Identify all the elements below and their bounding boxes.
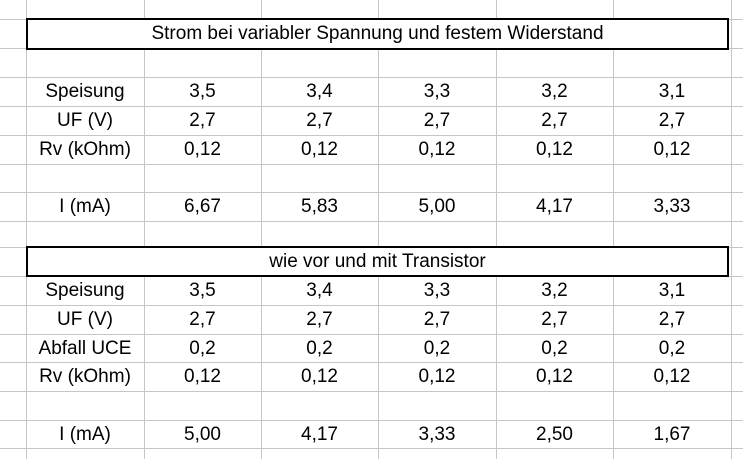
value-cell[interactable]: 0,2 [306,337,333,359]
table1-title-cell[interactable]: Strom bei variabler Spannung und festem … [26,18,729,50]
value-cell[interactable]: 2,7 [189,110,216,131]
grid-line [0,448,743,449]
grid-line [144,0,145,459]
grid-line [0,420,743,421]
grid-line [0,106,743,107]
value-cell[interactable]: 5,00 [184,423,221,445]
row-label-cell[interactable]: Abfall UCE [38,337,132,359]
value-cell[interactable]: 3,2 [541,280,568,301]
grid-line [613,0,614,459]
value-cell[interactable]: 0,2 [541,337,568,359]
value-cell[interactable]: 0,12 [418,366,456,387]
row-label-cell[interactable]: UF (V) [57,309,113,330]
value-cell[interactable]: 3,1 [658,81,686,102]
value-cell[interactable]: 0,2 [658,337,686,359]
value-cell[interactable]: 2,7 [541,309,568,330]
value-cell[interactable]: 3,33 [653,196,691,217]
value-cell[interactable]: 4,17 [301,423,338,445]
value-cell[interactable]: 0,12 [184,139,221,160]
value-cell[interactable]: 2,50 [536,423,573,445]
value-cell[interactable]: 0,2 [423,337,451,359]
row-label-cell[interactable]: Speisung [45,81,125,102]
row-label-cell[interactable]: Rv (kOhm) [39,366,131,387]
grid-line [0,362,743,363]
grid-line [261,0,262,459]
value-cell[interactable]: 3,33 [418,423,456,445]
value-cell[interactable]: 2,7 [658,309,686,330]
row-label-cell[interactable]: Rv (kOhm) [39,139,131,160]
value-cell[interactable]: 6,67 [184,196,221,217]
value-cell[interactable]: 0,12 [653,139,691,160]
value-cell[interactable]: 5,83 [301,196,338,217]
value-cell[interactable]: 2,7 [306,309,333,330]
value-cell[interactable]: 3,1 [658,280,686,301]
value-cell[interactable]: 3,4 [306,280,333,301]
value-cell[interactable]: 2,7 [658,110,686,131]
value-cell[interactable]: 0,12 [536,366,573,387]
value-cell[interactable]: 0,12 [653,366,691,387]
value-cell[interactable]: 2,7 [306,110,333,131]
grid-line [26,0,27,459]
value-cell[interactable]: 0,12 [418,139,456,160]
grid-line [0,135,743,136]
value-cell[interactable]: 5,00 [418,196,456,217]
value-cell[interactable]: 3,5 [189,81,216,102]
value-cell[interactable]: 3,2 [541,81,568,102]
value-cell[interactable]: 0,12 [536,139,573,160]
grid-line [0,164,743,165]
value-cell[interactable]: 3,4 [306,81,333,102]
value-cell[interactable]: 3,3 [423,81,451,102]
value-cell[interactable]: 3,3 [423,280,451,301]
value-cell[interactable]: 2,7 [541,110,568,131]
grid-line [496,0,497,459]
value-cell[interactable]: 3,5 [189,280,216,301]
value-cell[interactable]: 1,67 [653,423,691,445]
row-label-cell[interactable]: UF (V) [57,110,113,131]
row-label-cell[interactable]: I (mA) [59,196,111,217]
row-label-cell[interactable]: I (mA) [59,423,111,445]
grid-line [0,391,743,392]
row-label-cell[interactable]: Speisung [45,280,125,301]
grid-line [0,192,743,193]
grid-line [0,221,743,222]
grid-line [0,77,743,78]
value-cell[interactable]: 2,7 [423,110,451,131]
value-cell[interactable]: 0,12 [184,366,221,387]
value-cell[interactable]: 0,12 [301,366,338,387]
value-cell[interactable]: 2,7 [189,309,216,330]
value-cell[interactable]: 2,7 [423,309,451,330]
value-cell[interactable]: 0,2 [189,337,216,359]
grid-line [378,0,379,459]
value-cell[interactable]: 4,17 [536,196,573,217]
grid-line [731,0,732,459]
grid-line [0,334,743,335]
value-cell[interactable]: 0,12 [301,139,338,160]
table2-title-cell[interactable]: wie vor und mit Transistor [26,246,729,277]
grid-line [0,305,743,306]
